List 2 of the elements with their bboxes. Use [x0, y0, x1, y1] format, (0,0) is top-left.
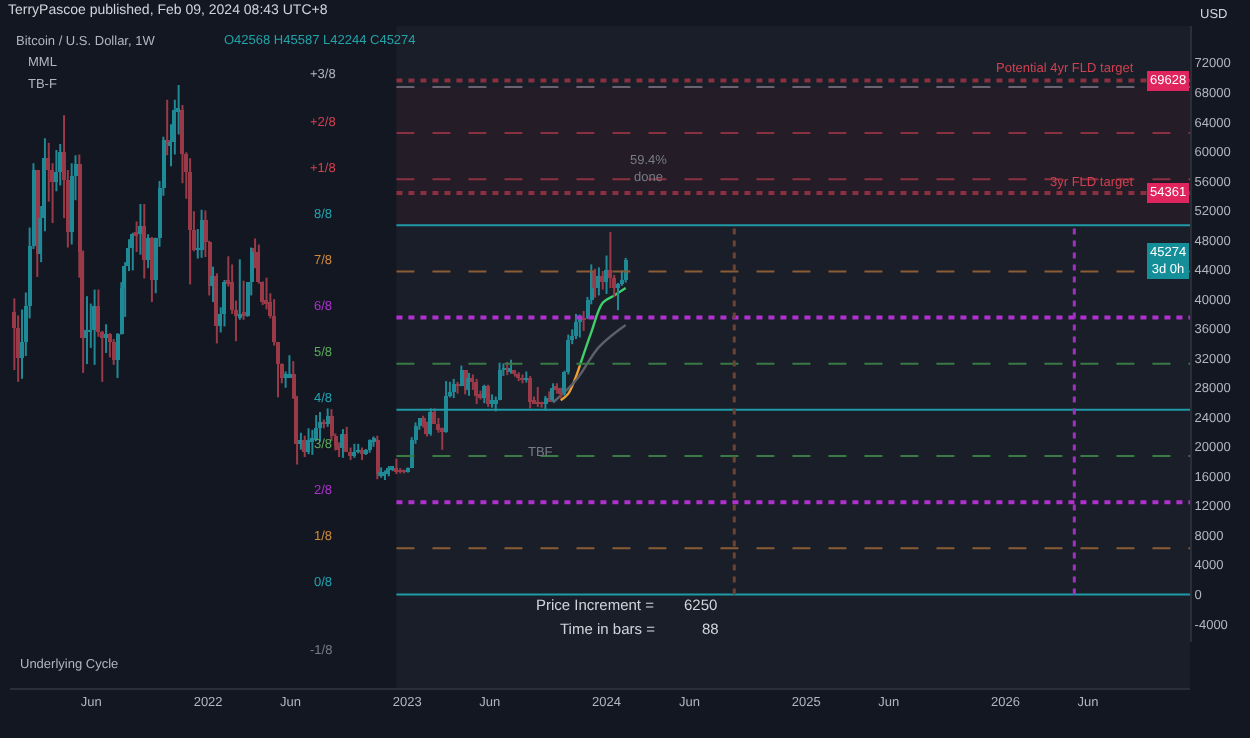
- line-series: [578, 286, 627, 367]
- line-series: [551, 323, 627, 404]
